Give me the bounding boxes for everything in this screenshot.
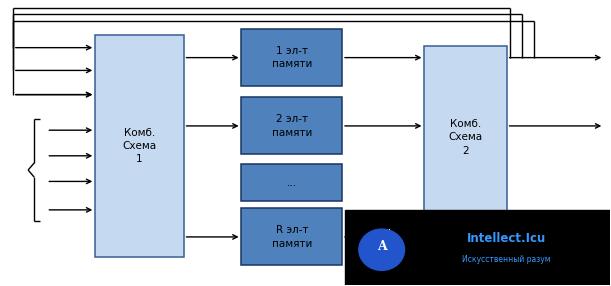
Bar bbox=[241, 208, 342, 265]
Bar bbox=[95, 35, 183, 257]
Text: 1 эл-т
памяти: 1 эл-т памяти bbox=[272, 46, 312, 69]
Bar bbox=[241, 164, 342, 201]
Text: 2 эл-т
памяти: 2 эл-т памяти bbox=[272, 114, 312, 138]
Bar bbox=[241, 29, 342, 86]
Bar bbox=[241, 98, 342, 154]
Text: Комб.
Схема
1: Комб. Схема 1 bbox=[122, 128, 156, 164]
Text: Intellect.Icu: Intellect.Icu bbox=[467, 232, 546, 245]
Bar bbox=[345, 210, 610, 285]
Text: R эл-т
памяти: R эл-т памяти bbox=[272, 225, 312, 249]
Bar bbox=[425, 46, 507, 229]
Text: ·: · bbox=[388, 225, 391, 235]
Text: Комб.
Схема
2: Комб. Схема 2 bbox=[448, 119, 483, 156]
Text: ...: ... bbox=[287, 178, 297, 188]
Ellipse shape bbox=[359, 229, 404, 270]
Text: A: A bbox=[377, 241, 387, 253]
Text: Искусственный разум: Искусственный разум bbox=[463, 255, 551, 264]
